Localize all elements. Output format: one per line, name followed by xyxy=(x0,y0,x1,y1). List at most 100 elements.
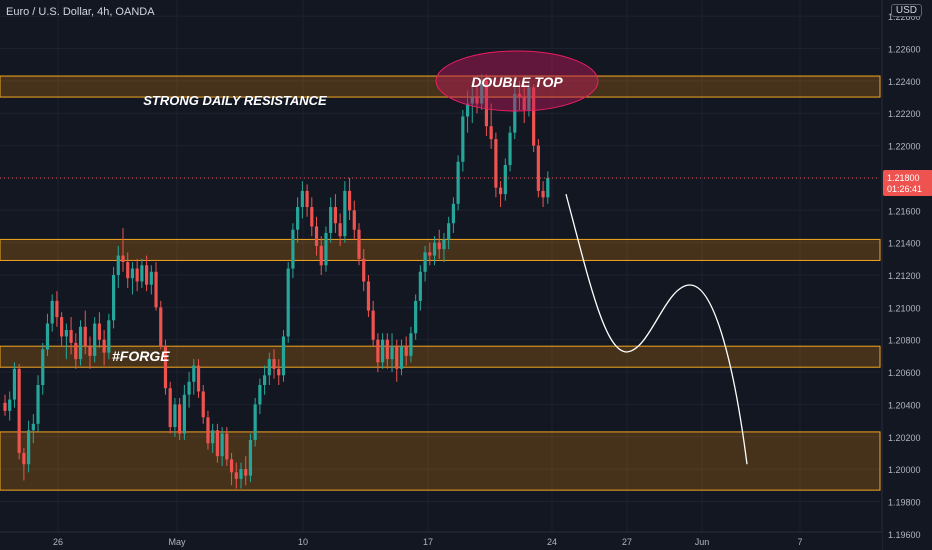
candle-body xyxy=(64,330,68,337)
candle-body xyxy=(126,262,130,279)
candle-body xyxy=(541,190,545,198)
candle-body xyxy=(140,265,144,282)
candle-body xyxy=(423,252,427,272)
time-tick-label: 10 xyxy=(298,537,308,547)
candle-body xyxy=(324,232,328,266)
candle-body xyxy=(456,161,460,204)
candle-body xyxy=(286,268,290,337)
candle-body xyxy=(532,87,536,146)
candle-body xyxy=(248,440,253,476)
candle-body xyxy=(465,103,470,117)
candle-body xyxy=(329,207,333,233)
candle-body xyxy=(168,388,172,428)
candle-body xyxy=(281,336,286,376)
horizontal-zones xyxy=(0,75,881,491)
price-tick-label: 1.21600 xyxy=(888,206,921,216)
candle-body xyxy=(102,339,106,353)
candle-body xyxy=(338,223,342,237)
candle-body xyxy=(215,430,219,457)
zone-rect xyxy=(0,75,881,98)
candle-body xyxy=(314,226,319,246)
candle-body xyxy=(442,239,446,250)
candle-body xyxy=(546,177,550,198)
candle-body xyxy=(220,433,224,457)
time-tick-label: Jun xyxy=(695,537,710,547)
candle-body xyxy=(418,271,422,301)
candle-body xyxy=(192,365,196,382)
candle-body xyxy=(277,368,281,376)
candle-body xyxy=(395,346,399,369)
candle-body xyxy=(60,317,64,337)
price-tick-label: 1.21400 xyxy=(888,239,921,249)
candle-body xyxy=(182,394,186,434)
candle-body xyxy=(69,330,73,343)
candle-body xyxy=(362,258,366,282)
candle-body xyxy=(244,469,248,476)
candle-body xyxy=(45,323,50,350)
price-tick-label: 1.21000 xyxy=(888,303,921,313)
candle-body xyxy=(508,132,512,165)
candle-body xyxy=(494,139,498,188)
time-tick-label: 27 xyxy=(622,537,632,547)
candle-body xyxy=(343,190,347,237)
candle-body xyxy=(263,375,267,385)
candle-body xyxy=(522,97,526,110)
candle-body xyxy=(305,190,309,208)
candle-body xyxy=(149,271,153,285)
candle-body xyxy=(347,190,352,211)
time-axis[interactable]: 26 May 10 17 24 27 Jun 7 xyxy=(0,531,882,550)
candle-body xyxy=(121,255,125,263)
price-tick-label: 1.19600 xyxy=(888,530,921,540)
price-tick-label: 1.22800 xyxy=(888,12,921,22)
time-tick-label: 7 xyxy=(797,537,802,547)
candle-body xyxy=(130,268,135,279)
price-axis-bg xyxy=(882,0,932,550)
time-tick-label: May xyxy=(168,537,186,547)
price-tick-label: 1.20000 xyxy=(888,465,921,475)
candle-body xyxy=(527,87,531,110)
candle-body xyxy=(513,93,517,133)
time-tick-label: 24 xyxy=(547,537,557,547)
candle-body xyxy=(12,368,17,400)
candle-body xyxy=(352,210,356,230)
candle-body xyxy=(154,271,158,308)
candle-body xyxy=(55,300,59,318)
candle-body xyxy=(135,268,139,282)
candle-body xyxy=(310,207,314,227)
current-price-value: 1.21800 xyxy=(887,173,920,183)
price-tick-label: 1.20200 xyxy=(888,433,921,443)
currency-selector[interactable]: USD xyxy=(890,4,922,17)
resistance-label: STRONG DAILY RESISTANCE xyxy=(143,93,327,108)
forge-tag: #FORGE xyxy=(112,348,170,364)
projection-path xyxy=(565,193,748,465)
zone-rect xyxy=(0,345,881,368)
candle-body xyxy=(475,97,479,104)
price-tick-label: 1.22200 xyxy=(888,109,921,119)
candle-body xyxy=(399,346,404,369)
candle-body xyxy=(390,346,394,360)
price-tick-label: 1.20400 xyxy=(888,400,921,410)
candle-body xyxy=(357,229,361,259)
candle-body xyxy=(74,342,78,360)
candle-body xyxy=(206,417,210,444)
candle-body xyxy=(229,459,234,473)
candle-body xyxy=(239,469,243,479)
candle-body xyxy=(333,207,337,224)
time-tick-label: 17 xyxy=(423,537,433,547)
candle-body xyxy=(50,300,54,324)
candle-body xyxy=(97,323,101,340)
candle-body xyxy=(409,333,413,356)
price-axis[interactable]: 1.22800 1.22600 1.22400 1.22200 1.22000 1.218… xyxy=(881,0,932,550)
candle-body xyxy=(83,326,87,347)
price-tick-label: 1.20800 xyxy=(888,336,921,346)
candle-body xyxy=(145,265,149,285)
candle-body xyxy=(196,365,201,392)
candle-body xyxy=(503,165,507,195)
symbol-title: Euro / U.S. Dollar, 4h, OANDA xyxy=(6,6,155,18)
candle-body xyxy=(258,385,262,405)
candle-body xyxy=(173,404,177,428)
candle-body xyxy=(461,116,465,162)
price-tick-label: 1.22400 xyxy=(888,77,921,87)
price-tick-label: 1.22000 xyxy=(888,142,921,152)
